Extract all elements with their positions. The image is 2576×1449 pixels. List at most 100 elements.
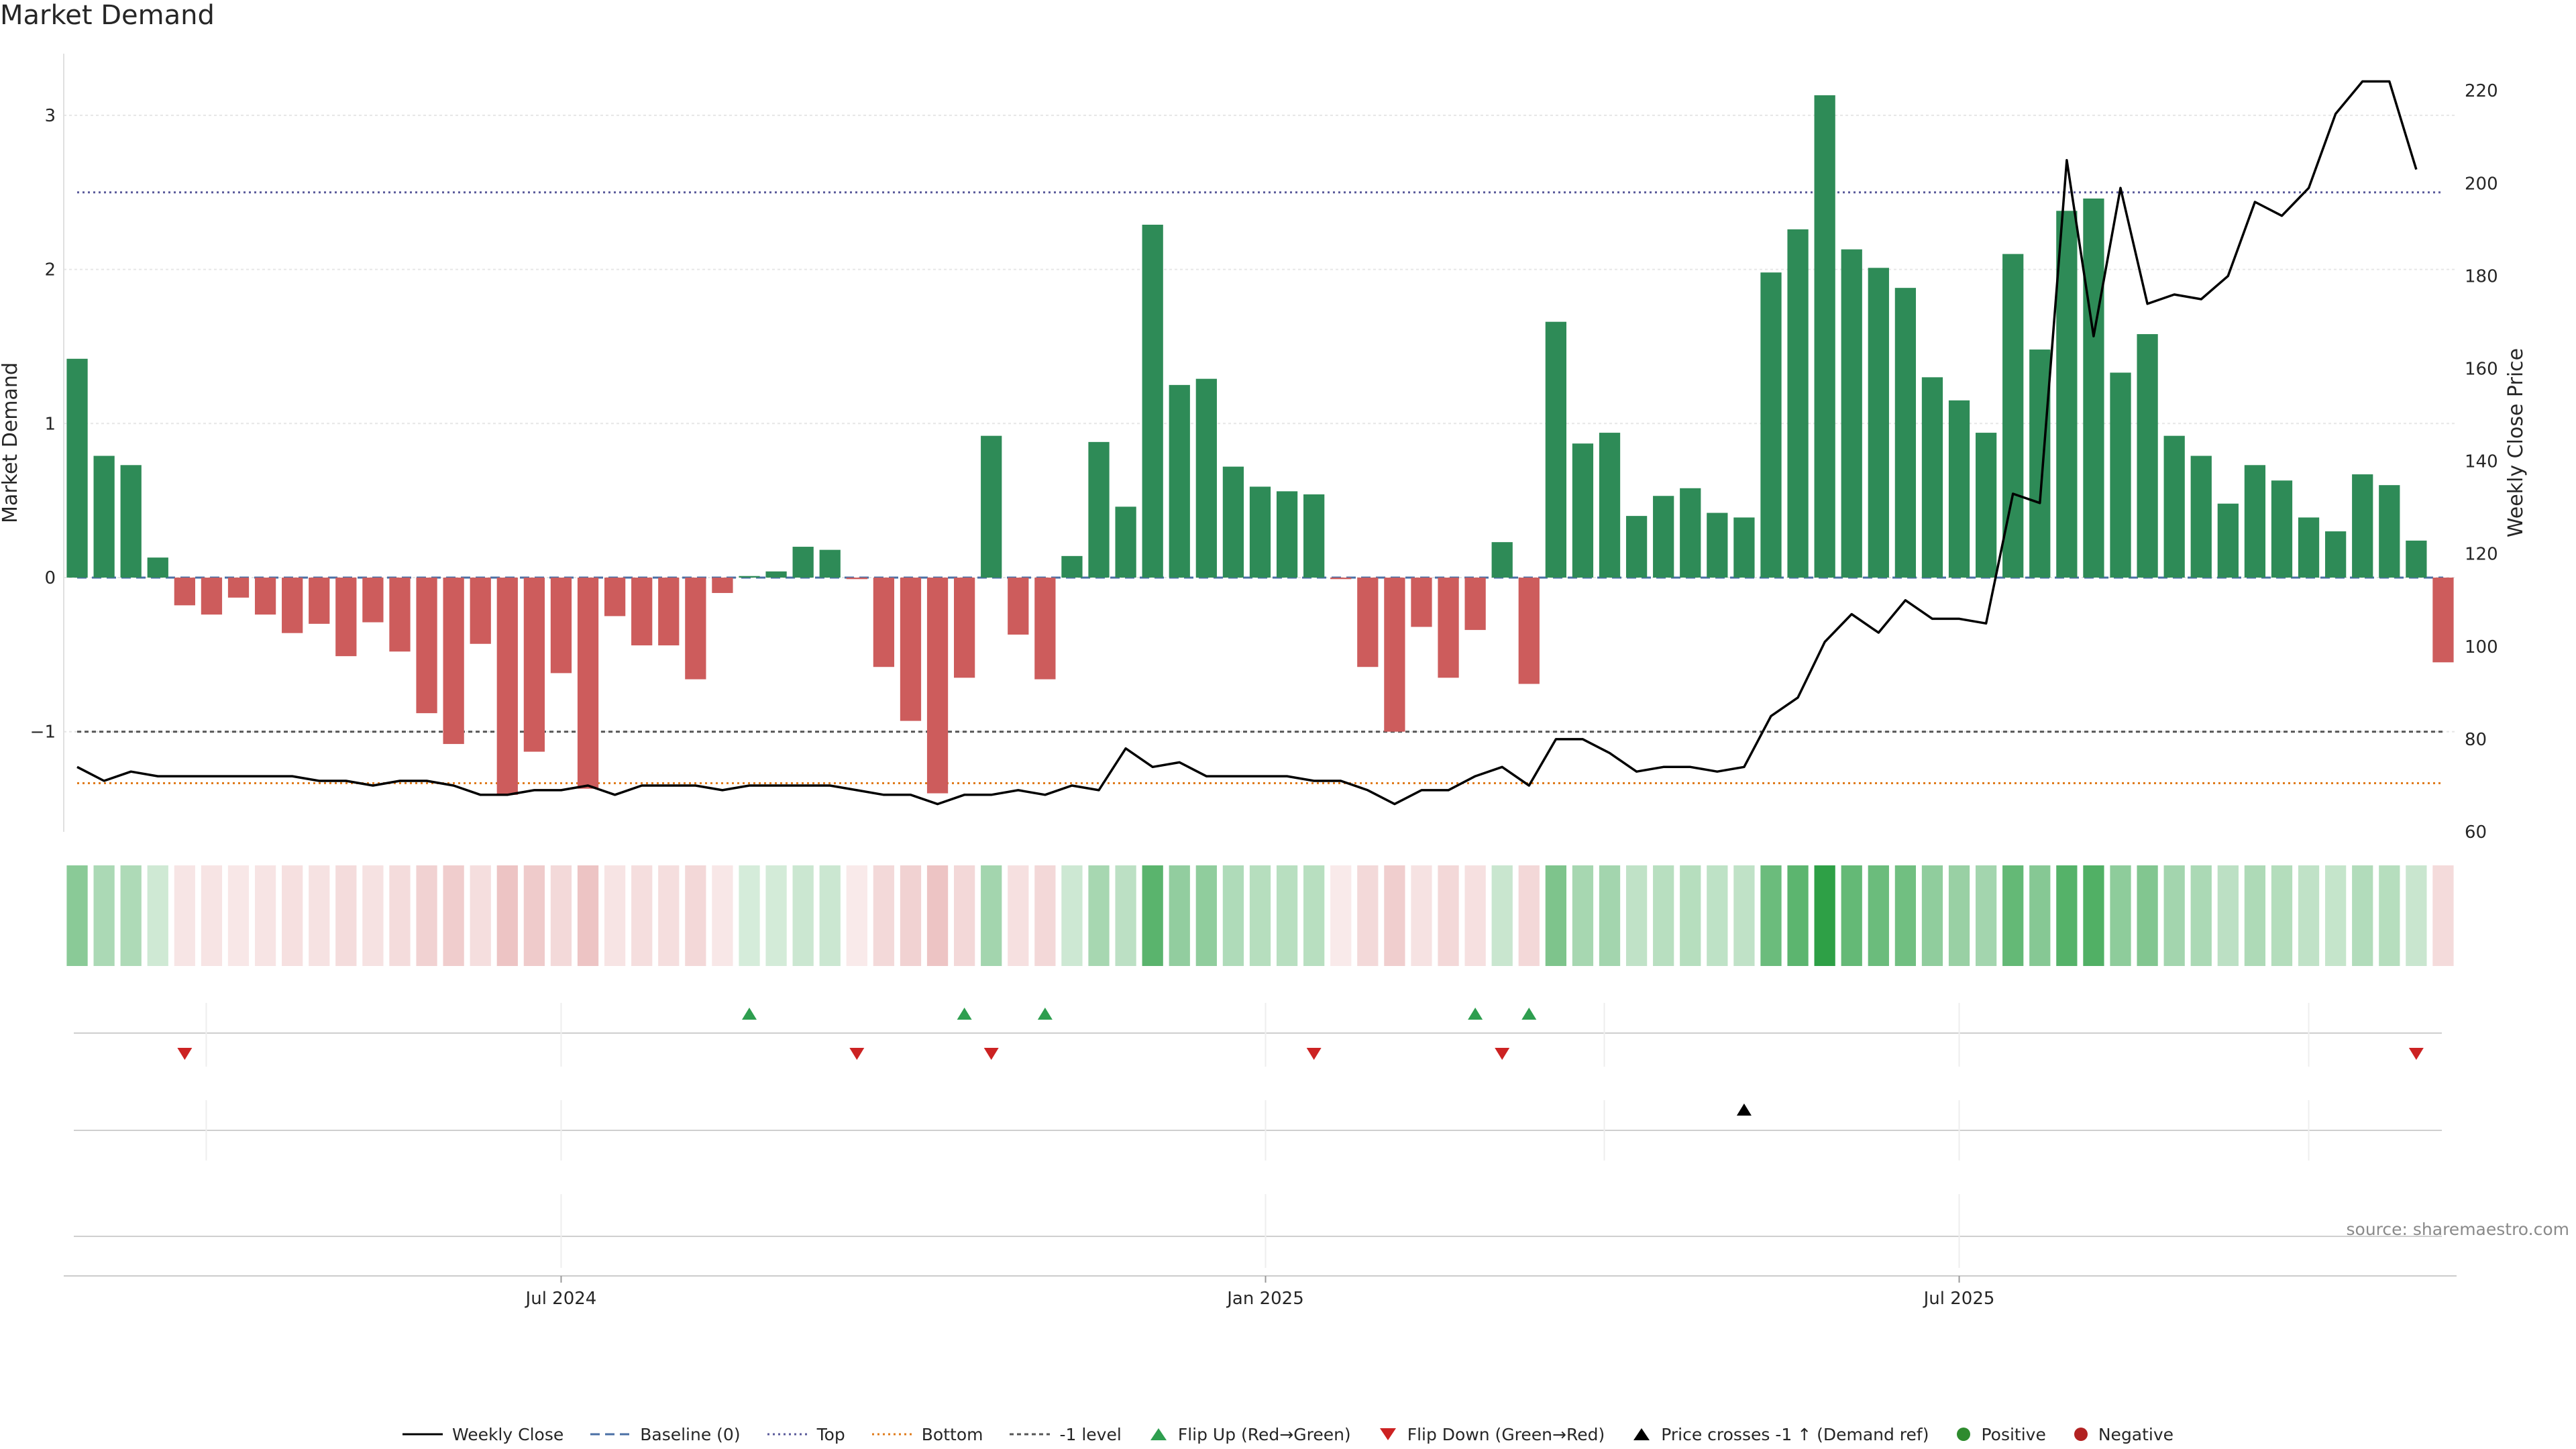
heat-cell-positive [2352, 865, 2373, 966]
demand-bar-positive [739, 576, 760, 578]
demand-bar-negative [1438, 577, 1459, 678]
heat-cell-positive [2056, 865, 2078, 966]
ytick-left-label: −1 [30, 722, 56, 743]
demand-bars [66, 95, 2454, 795]
legend-item-flip-up: Flip Up (Red→Green) [1148, 1425, 1351, 1444]
flip-down-marker [1306, 1048, 1322, 1060]
legend-label: Flip Up (Red→Green) [1177, 1424, 1351, 1444]
demand-bar-positive [1653, 496, 1674, 578]
demand-bar-positive [120, 465, 142, 578]
flip-down-marker [177, 1048, 193, 1060]
demand-bar-negative [685, 577, 706, 680]
heat-cell-negative [1438, 865, 1459, 966]
demand-bar-negative [873, 577, 895, 667]
flip-down-marker [983, 1048, 999, 1060]
legend-item-weekly-close: Weekly Close [402, 1425, 564, 1444]
legend-item-bottom: Bottom [871, 1424, 983, 1444]
demand-bar-positive [147, 557, 168, 578]
dot-green-icon [1957, 1428, 1971, 1441]
heat-cell-positive [1894, 865, 1917, 966]
legend-item-positive: Positive [1955, 1425, 2046, 1444]
flip-down-marker [1495, 1048, 1510, 1060]
flip-up-marker [1521, 1008, 1537, 1020]
heat-cell-positive [981, 865, 1002, 966]
demand-bar-positive [1195, 378, 1217, 578]
ytick-right-label: 140 [2465, 452, 2498, 472]
demand-heatstrip [66, 865, 2454, 966]
demand-bar-positive [792, 547, 814, 578]
heat-cell-positive [2406, 865, 2427, 966]
legend-item-top: Top [767, 1425, 845, 1444]
demand-bar-negative [2432, 577, 2454, 663]
demand-bar-negative [254, 577, 276, 615]
heat-cell-positive [1680, 865, 1701, 966]
heat-cell-positive [1760, 865, 1782, 966]
heat-cell-positive [1733, 865, 1755, 966]
demand-bar-positive [765, 571, 787, 578]
demand-bar-negative [1008, 577, 1029, 635]
legend-line-dashed-icon [590, 1433, 631, 1436]
legend-label: -1 level [1059, 1424, 1122, 1444]
heat-cell-negative [254, 865, 276, 966]
heat-cell-positive [1088, 865, 1110, 966]
demand-bar-positive [1061, 555, 1083, 578]
demand-bar-negative [631, 577, 653, 646]
heat-cell-positive [1948, 865, 1970, 966]
ytick-right-label: 160 [2465, 360, 2498, 380]
demand-bar-negative [416, 577, 437, 714]
demand-bar-negative [362, 577, 384, 623]
legend: Weekly Close Baseline (0) Top Bottom -1 … [0, 1421, 2576, 1448]
demand-bar-negative [227, 577, 250, 598]
heat-cell-positive [1625, 865, 1648, 966]
heat-cell-positive [739, 865, 760, 966]
legend-item-negative: Negative [2073, 1425, 2174, 1444]
heat-cell-negative [335, 865, 357, 966]
flip-down-marker [849, 1048, 865, 1060]
ytick-right-label: 180 [2465, 266, 2498, 286]
demand-bar-positive [2379, 485, 2400, 578]
heat-cell-negative [1411, 865, 1432, 966]
flip-up-marker [1468, 1008, 1483, 1020]
demand-bar-positive [2271, 480, 2293, 578]
heat-cell-negative [1034, 865, 1056, 966]
heat-cell-positive [1545, 865, 1566, 966]
demand-bar-negative [577, 577, 599, 789]
legend-label: Weekly Close [451, 1424, 564, 1444]
heat-cell-negative [550, 865, 572, 966]
demand-bar-positive [93, 455, 115, 578]
ytick-left-label: 2 [44, 260, 56, 280]
flip-up-marker [1037, 1008, 1053, 1020]
triangle-up-black-icon [1633, 1428, 1650, 1440]
demand-bar-positive [1814, 95, 1835, 578]
chart-title: Market Demand [0, 0, 215, 31]
demand-bar-positive [2325, 531, 2347, 578]
heat-cell-positive [1653, 865, 1674, 966]
axes: −1 0 1 2 3 60 80 100 120 140 160 180 200 220 Market De… [0, 54, 2528, 843]
heat-cell-positive [2298, 865, 2320, 966]
demand-bar-negative [1357, 577, 1379, 667]
ytick-right-label: 60 [2465, 822, 2487, 843]
heat-cell-positive [1195, 865, 1217, 966]
legend-label: Bottom [921, 1424, 983, 1444]
ytick-right-label: 200 [2465, 174, 2498, 194]
heat-cell-positive [2271, 865, 2293, 966]
demand-bar-positive [1088, 441, 1110, 578]
demand-bar-positive [1894, 288, 1917, 578]
heat-cell-positive [1841, 865, 1862, 966]
heat-cell-positive [1975, 865, 1997, 966]
demand-bar-negative [1464, 577, 1486, 631]
heat-cell-negative [846, 865, 867, 966]
legend-label: Flip Down (Green→Red) [1407, 1424, 1605, 1444]
heat-cell-negative [712, 865, 733, 966]
heat-cell-positive [147, 865, 168, 966]
demand-bar-positive [1276, 491, 1298, 578]
heat-cell-negative [685, 865, 706, 966]
heat-cell-negative [1330, 865, 1352, 966]
demand-bar-negative [954, 577, 975, 678]
demand-bar-positive [1303, 494, 1325, 578]
heat-cell-negative [873, 865, 895, 966]
heat-cell-positive [66, 865, 88, 966]
heat-cell-negative [1384, 865, 1405, 966]
weekly-close-price-line [76, 80, 2418, 806]
demand-bar-negative [496, 577, 518, 795]
